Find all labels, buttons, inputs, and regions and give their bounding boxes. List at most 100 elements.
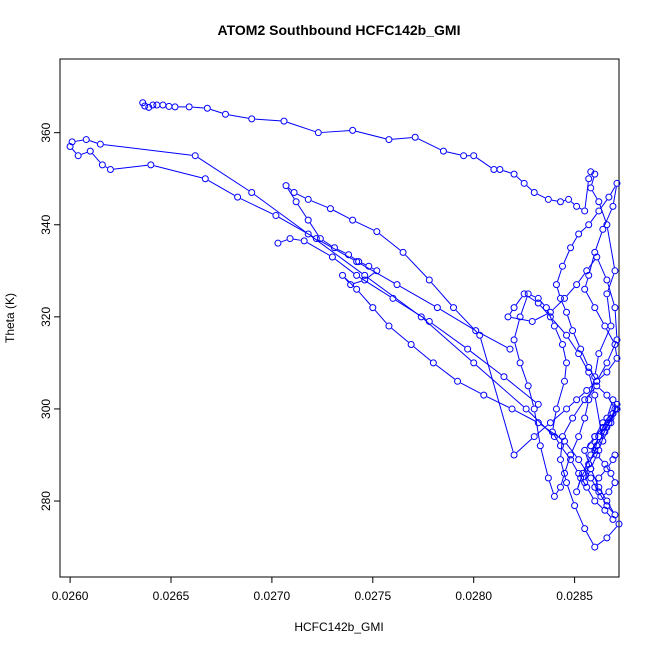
main-trajectory-segment [610, 186, 616, 195]
trajectory-leg-3-segment [306, 242, 330, 256]
main-trajectory-point [585, 271, 593, 279]
main-trajectory-point [534, 419, 542, 427]
trajectory-leg-3-segment [334, 258, 355, 274]
main-trajectory-point [546, 313, 554, 321]
main-trajectory-point [561, 469, 569, 477]
main-trajectory-segment [600, 471, 605, 476]
main-trajectory-point [496, 166, 504, 174]
main-trajectory-segment [614, 347, 617, 355]
main-trajectory-segment [580, 226, 587, 232]
main-trajectory-point [583, 483, 591, 491]
main-trajectory-segment [577, 476, 583, 489]
main-trajectory-point [609, 515, 617, 523]
main-trajectory-segment [595, 439, 599, 448]
main-trajectory-point [587, 168, 595, 176]
main-trajectory-segment [480, 338, 514, 452]
main-trajectory-segment [535, 313, 548, 321]
main-trajectory-segment [486, 396, 510, 408]
main-trajectory-segment [367, 272, 375, 279]
main-trajectory-point [510, 170, 518, 178]
trajectory-leg-3-point [425, 317, 433, 325]
trajectory-leg-1-segment [478, 331, 508, 348]
main-trajectory-point [573, 488, 581, 496]
main-trajectory-segment [514, 410, 536, 422]
trajectory-leg-1-segment [208, 180, 235, 196]
main-trajectory-segment [555, 329, 562, 342]
main-trajectory-point [573, 396, 581, 404]
main-trajectory-point [510, 451, 518, 459]
main-trajectory-segment [531, 294, 536, 298]
main-trajectory-segment [595, 481, 598, 485]
trajectory-leg-1-point [472, 327, 480, 335]
main-trajectory-segment [579, 421, 585, 434]
trajectory-leg-2-segment [75, 139, 83, 142]
main-trajectory-segment [418, 138, 441, 151]
main-trajectory-segment [591, 439, 594, 443]
main-trajectory-point [609, 202, 617, 210]
main-trajectory-point [583, 267, 591, 275]
trajectory-leg-3-point [300, 237, 308, 245]
main-trajectory-segment [588, 489, 594, 499]
main-trajectory-point [411, 133, 419, 141]
main-trajectory-point [520, 290, 528, 298]
trajectory-leg-2-segment [367, 277, 419, 316]
main-trajectory-point [613, 400, 621, 408]
main-trajectory-point [575, 350, 583, 358]
trajectory-leg-1-point [147, 161, 155, 169]
main-trajectory-point [613, 336, 621, 344]
main-trajectory-segment [581, 352, 588, 365]
main-trajectory-point [573, 281, 581, 289]
main-trajectory-segment [571, 462, 578, 471]
main-trajectory-point [587, 184, 595, 192]
main-trajectory-point [349, 216, 357, 224]
main-trajectory-point [546, 308, 554, 316]
main-trajectory-point [577, 474, 585, 482]
main-trajectory-point [326, 205, 334, 213]
x-axis-label: HCFC142b_GMI [294, 620, 383, 634]
main-trajectory-segment [589, 255, 595, 273]
main-trajectory-point [470, 152, 478, 160]
main-trajectory-segment [566, 286, 575, 297]
main-trajectory-segment [599, 329, 610, 351]
main-trajectory-segment [607, 402, 613, 415]
main-trajectory-segment [579, 207, 582, 210]
main-trajectory-point [581, 396, 589, 404]
main-trajectory-point [587, 442, 595, 450]
main-trajectory-segment [455, 309, 478, 334]
trajectory-leg-2-segment [528, 411, 553, 435]
main-trajectory-point [599, 437, 607, 445]
main-trajectory-point [365, 262, 373, 270]
main-trajectory-segment [568, 401, 575, 407]
main-trajectory-segment [503, 170, 511, 174]
trajectory-leg-1-segment [113, 164, 148, 170]
main-trajectory-segment [603, 209, 612, 227]
trajectory-leg-3-point [274, 239, 282, 247]
main-trajectory-point [563, 308, 571, 316]
trajectory-leg-2-point [361, 271, 369, 279]
trajectory-leg-1-point [234, 193, 242, 201]
main-trajectory-point [544, 474, 552, 482]
main-trajectory-point [591, 433, 599, 441]
main-trajectory-segment [608, 507, 614, 513]
main-trajectory-segment [526, 185, 532, 191]
trajectory-leg-1-point [272, 212, 280, 220]
main-trajectory-segment [431, 282, 452, 306]
main-trajectory-point [609, 396, 617, 404]
x-tick-label: 0.0265 [153, 589, 190, 603]
main-trajectory-segment [583, 457, 590, 471]
main-trajectory-segment [610, 485, 614, 490]
main-trajectory-point [221, 110, 229, 118]
main-trajectory-point [595, 474, 603, 482]
main-trajectory-segment [606, 297, 611, 323]
main-trajectory-segment [552, 410, 565, 421]
x-tick-label: 0.0260 [52, 589, 89, 603]
main-trajectory-point [605, 488, 613, 496]
y-axis: 280 300 320 340 360 [39, 122, 61, 511]
trajectory-leg-3-segment [431, 323, 466, 348]
main-trajectory-segment [355, 130, 386, 140]
main-trajectory-point [593, 377, 601, 385]
main-trajectory-point [556, 483, 564, 491]
main-trajectory-segment [589, 375, 595, 392]
main-trajectory-point [591, 446, 599, 454]
main-trajectory-point [282, 182, 290, 190]
